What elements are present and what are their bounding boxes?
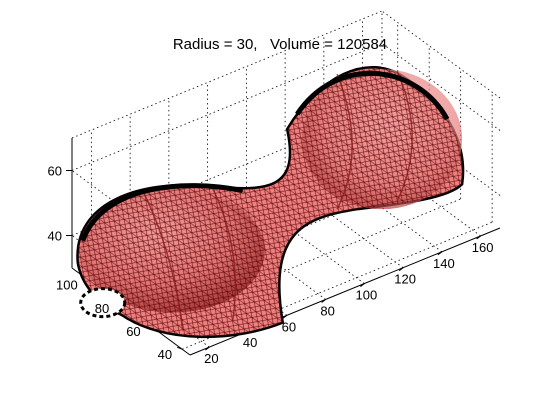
y-tick-label: 80 <box>95 301 109 316</box>
x-tick-label: 160 <box>472 240 494 255</box>
y-tick-mark <box>176 346 183 350</box>
grid-line-y-floor <box>181 221 493 350</box>
x-tick-mark <box>205 346 210 351</box>
z-tick-label: 60 <box>48 164 62 179</box>
x-tick-mark <box>321 299 326 303</box>
x-tick-mark <box>437 251 443 256</box>
x-tick-mark <box>476 235 481 240</box>
y-tick-label: 60 <box>126 324 140 339</box>
x-tick-label: 40 <box>243 335 257 350</box>
y-tick-label: 100 <box>56 278 78 293</box>
grid-line-z-back <box>71 43 383 171</box>
x-tick-label: 120 <box>394 272 416 287</box>
surface-meridian <box>396 70 413 202</box>
lobe-right-rim <box>295 70 450 121</box>
surface-meridian <box>212 188 236 321</box>
box-edge <box>381 10 501 99</box>
x-tick-mark <box>360 283 365 287</box>
x-tick-label: 140 <box>433 256 455 271</box>
x-tick-label: 80 <box>320 303 334 318</box>
box-edge <box>71 10 383 139</box>
open-end-cap <box>79 287 127 319</box>
x-tick-mark <box>282 314 288 319</box>
tick-labels: 20 40 60 80 100 120 140 160 40 60 80 100 40 60 <box>48 164 494 367</box>
x-tick-label: 100 <box>356 288 378 303</box>
x-tick-mark <box>398 267 404 272</box>
surface-meridian <box>336 73 353 210</box>
chart-title: Radius = 30, Volume = 120584 <box>172 36 388 53</box>
lobe-left-rim <box>80 183 244 242</box>
grid-line-z-side <box>381 43 501 131</box>
grid-line-y-floor <box>150 198 461 327</box>
z-tick-label: 40 <box>48 229 62 244</box>
surface-meridian <box>142 190 184 331</box>
y-tick-label: 40 <box>158 347 172 362</box>
x-tick-label: 20 <box>204 351 218 366</box>
x-tick-label: 60 <box>282 319 296 334</box>
